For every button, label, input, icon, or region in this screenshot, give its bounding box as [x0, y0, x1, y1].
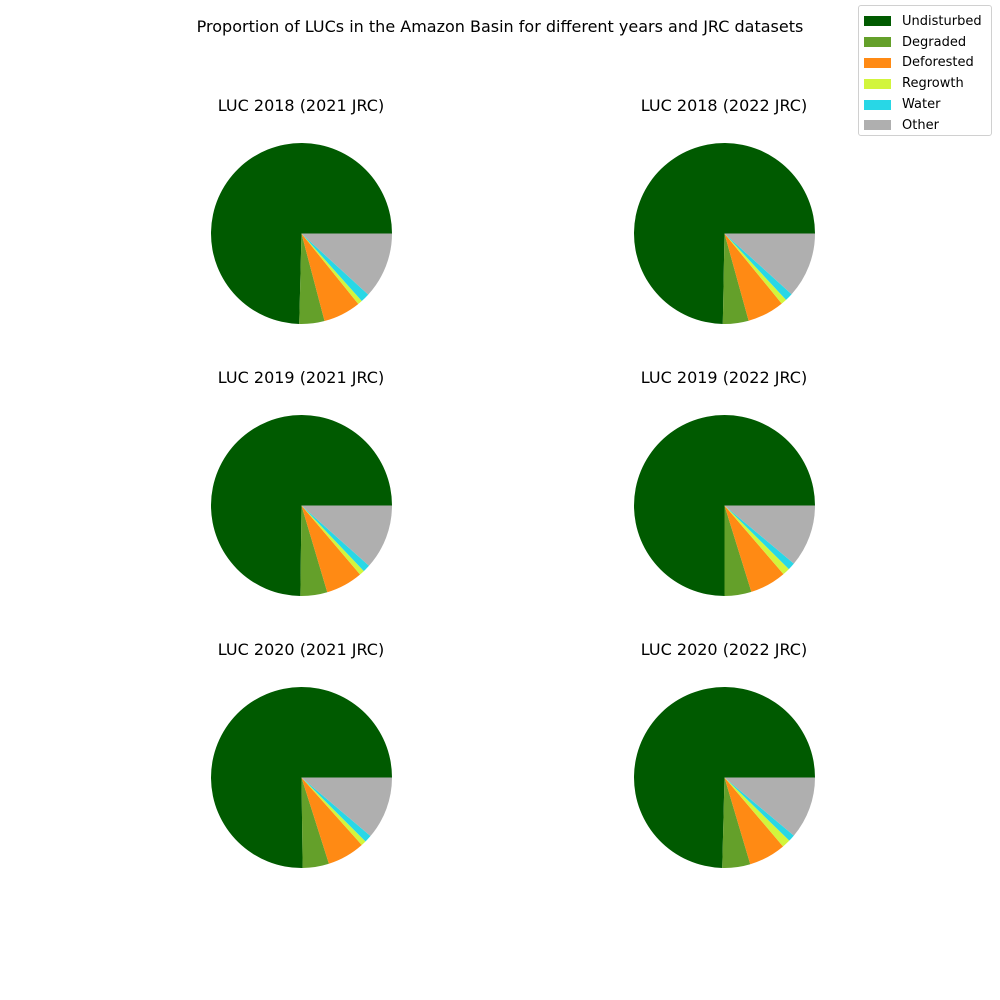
legend-item-deforested: Deforested	[864, 53, 985, 74]
legend-label-water: Water	[902, 97, 941, 113]
legend-item-other: Other	[864, 115, 985, 136]
legend-label-regrowth: Regrowth	[902, 76, 964, 92]
legend-label-undisturbed: Undisturbed	[902, 13, 982, 29]
legend-label-deforested: Deforested	[902, 55, 974, 71]
pie-slice-water	[724, 505, 794, 570]
pie-slice-regrowth	[301, 505, 364, 575]
pie-slice-degraded	[722, 233, 749, 324]
legend-item-water: Water	[864, 94, 985, 115]
pie-title-2020-2022: LUC 2020 (2022 JRC)	[640, 640, 808, 659]
pie-slice-deforested	[724, 777, 784, 865]
pie-slice-undisturbed	[634, 143, 815, 324]
pie-slice-deforested	[724, 233, 782, 321]
legend-swatch-degraded	[864, 37, 891, 48]
pie-slice-regrowth	[301, 777, 366, 846]
pie-title-2018-2022: LUC 2018 (2022 JRC)	[640, 96, 808, 115]
pie-title-2019-2021: LUC 2019 (2021 JRC)	[217, 368, 385, 387]
pie-chart-2019-2021	[211, 415, 392, 596]
pie-slice-degraded	[301, 777, 329, 868]
pie-title-2018-2021: LUC 2018 (2021 JRC)	[217, 96, 385, 115]
pie-slice-deforested	[724, 505, 784, 592]
pie-slice-deforested	[301, 777, 362, 864]
legend-label-other: Other	[902, 117, 939, 133]
legend-label-degraded: Degraded	[902, 34, 967, 50]
pie-slice-regrowth	[724, 505, 789, 575]
legend-swatch-deforested	[864, 57, 891, 68]
legend-swatch-undisturbed	[864, 16, 891, 27]
pie-chart-2018-2022	[634, 143, 815, 324]
pie-slice-regrowth	[724, 777, 790, 847]
pie-slice-other	[301, 777, 392, 837]
legend-item-regrowth: Regrowth	[864, 73, 985, 94]
pie-slice-water	[301, 233, 369, 302]
legend-swatch-regrowth	[864, 78, 891, 89]
pie-slice-other	[724, 505, 815, 564]
figure-title: Proportion of LUCs in the Amazon Basin f…	[196, 17, 804, 36]
pie-slice-undisturbed	[211, 415, 392, 596]
pie-slice-undisturbed	[634, 687, 815, 868]
pie-title-2019-2022: LUC 2019 (2022 JRC)	[640, 368, 808, 387]
legend-item-undisturbed: Undisturbed	[864, 11, 985, 32]
legend-item-degraded: Degraded	[864, 32, 985, 53]
pie-slice-degraded	[724, 505, 752, 596]
pie-slice-deforested	[301, 233, 359, 322]
pie-chart-2020-2021	[211, 687, 392, 868]
pie-slice-regrowth	[301, 233, 362, 304]
legend-swatch-other	[864, 120, 891, 131]
pie-slice-deforested	[301, 505, 361, 593]
pie-slice-water	[301, 505, 370, 572]
legend: Undisturbed Degraded Deforested Regrowth…	[858, 5, 992, 136]
pie-chart-2018-2021	[211, 143, 392, 324]
pie-title-2020-2021: LUC 2020 (2021 JRC)	[217, 640, 385, 659]
pie-slice-degraded	[299, 233, 325, 324]
pie-slice-other	[301, 233, 392, 295]
pie-slice-undisturbed	[211, 143, 392, 324]
pie-chart-2020-2022	[634, 687, 815, 868]
pie-slice-other	[724, 777, 815, 836]
pie-slice-other	[301, 505, 392, 566]
pie-slice-degraded	[300, 505, 328, 596]
pie-chart-2019-2022	[634, 415, 815, 596]
pie-slice-water	[724, 233, 792, 300]
pie-slice-water	[724, 777, 794, 841]
legend-swatch-water	[864, 99, 891, 110]
pie-slice-other	[724, 233, 815, 295]
pie-slice-regrowth	[724, 233, 787, 304]
pie-slice-degraded	[722, 777, 751, 868]
pie-slice-water	[301, 777, 371, 842]
